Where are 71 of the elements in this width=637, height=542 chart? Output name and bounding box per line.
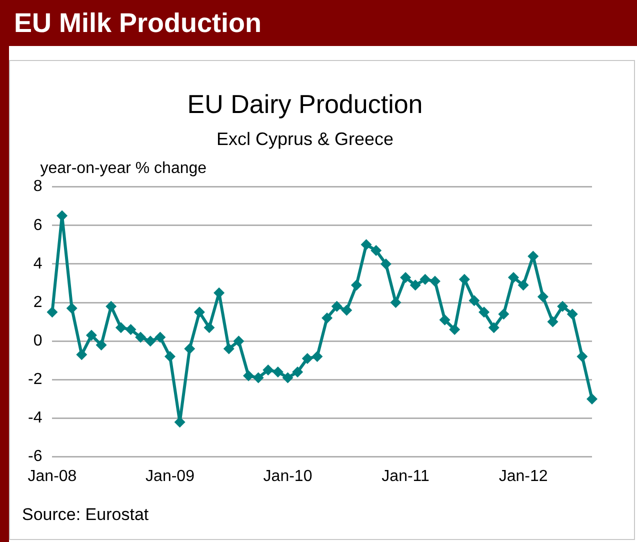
text: EU Milk Production	[0, 0, 637, 46]
point	[66, 302, 78, 314]
point	[458, 274, 470, 285]
point	[420, 274, 431, 285]
y-tick-label: -2	[28, 371, 42, 388]
point	[322, 312, 333, 324]
point	[449, 324, 460, 336]
source-note: Source: Eurostat	[22, 505, 149, 525]
point	[586, 393, 598, 404]
point	[557, 300, 568, 312]
point	[341, 304, 352, 316]
point	[429, 276, 440, 287]
point	[56, 210, 68, 222]
point	[350, 280, 362, 291]
point	[194, 306, 205, 318]
point	[488, 322, 500, 334]
point	[292, 366, 304, 378]
point	[86, 330, 97, 341]
point	[390, 297, 402, 308]
point	[76, 349, 88, 360]
point	[96, 339, 107, 350]
point	[243, 370, 254, 382]
point	[410, 280, 421, 291]
point	[262, 364, 274, 376]
point	[468, 295, 480, 306]
y-tick-label: 6	[33, 216, 42, 234]
point	[566, 308, 578, 320]
point	[46, 306, 58, 318]
x-tick-label: Jan-08	[28, 468, 77, 485]
point	[154, 332, 166, 343]
x-tick-label: Jan-10	[263, 468, 312, 485]
chart-subtitle: Excl Cyprus & Greece	[216, 128, 394, 149]
y-tick-label: 2	[33, 294, 42, 311]
point	[223, 343, 234, 354]
y-tick-label: 8	[33, 178, 42, 196]
y-tick-label: -6	[28, 448, 42, 466]
point	[106, 300, 117, 312]
point	[508, 272, 519, 283]
point	[282, 372, 294, 384]
point	[204, 322, 215, 334]
point	[252, 372, 264, 384]
point	[115, 322, 126, 334]
y-tick-label: -4	[28, 410, 42, 427]
point	[576, 351, 588, 362]
point	[360, 239, 372, 250]
x-tick-label: Jan-12	[498, 468, 548, 485]
point	[537, 291, 548, 302]
point	[478, 306, 490, 318]
point	[400, 272, 412, 283]
x-tick-label: Jan-09	[146, 468, 195, 485]
point	[164, 351, 176, 362]
point	[184, 343, 196, 354]
y-axis-title: year-on-year % change	[40, 160, 207, 178]
point	[144, 336, 156, 347]
point	[498, 308, 510, 320]
point	[439, 314, 450, 326]
point	[125, 324, 136, 336]
point	[380, 258, 392, 270]
point	[272, 366, 284, 378]
point	[302, 352, 313, 364]
point	[518, 280, 529, 291]
point	[547, 316, 558, 328]
chart-title: EU Dairy Production	[187, 88, 423, 119]
point	[135, 332, 146, 343]
y-tick-label: 0	[33, 332, 42, 350]
point	[233, 336, 244, 347]
point	[312, 351, 323, 362]
point	[331, 300, 342, 312]
x-tick-label: Jan-11	[382, 468, 430, 485]
y-tick-label: 4	[33, 255, 42, 272]
point	[370, 244, 382, 256]
